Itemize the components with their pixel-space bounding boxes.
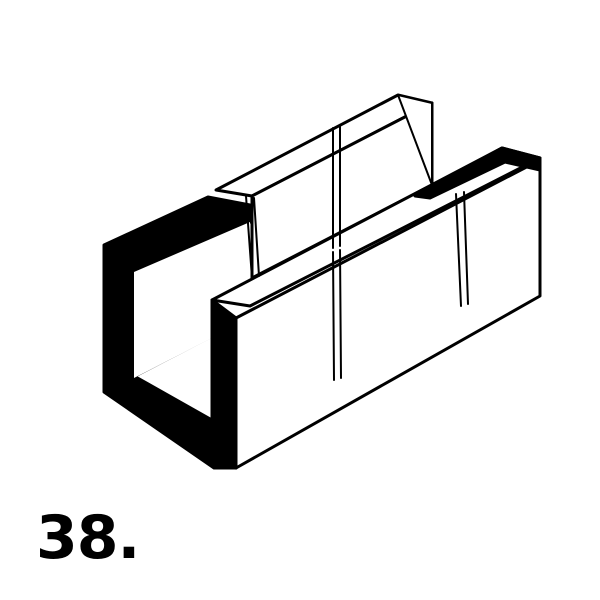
figure-number-label: 38. (36, 503, 140, 573)
kerf-front-right-a (455, 193, 462, 307)
back-wall (214, 93, 434, 280)
kerf-front-center-a (332, 251, 335, 381)
kerf-front-center-b (339, 249, 342, 379)
kerf-back-left-a (245, 195, 253, 279)
kerf-front-right-b (463, 191, 469, 305)
front-wall (210, 146, 542, 470)
kerf-back-left-b (253, 197, 260, 277)
saw-kerfs (245, 125, 469, 381)
